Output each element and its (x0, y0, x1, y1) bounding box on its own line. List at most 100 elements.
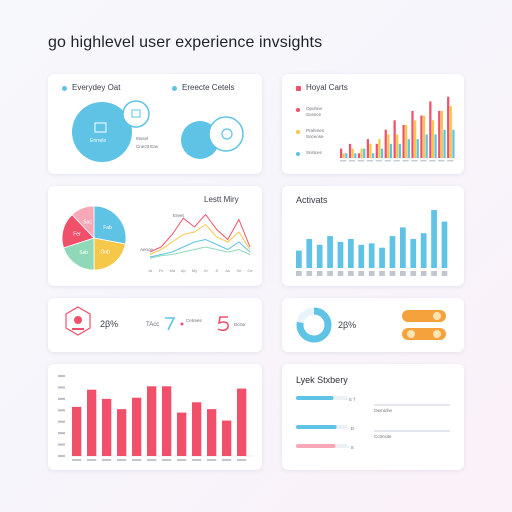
red-tick-1 (87, 459, 97, 461)
activity-tick-4 (337, 271, 344, 276)
y-tick-2 (58, 432, 65, 435)
bubble-big-label: Enrrele (90, 138, 107, 144)
pie-slice-fab (93, 205, 127, 245)
toggle-top[interactable] (402, 310, 446, 322)
line-peak-label: Ereet (173, 213, 184, 218)
pie-label-sab: Sab (79, 250, 88, 256)
bar-opuhne-9 (420, 115, 423, 158)
activity-tick-11 (410, 271, 417, 276)
bar-prahmes-8 (414, 120, 417, 158)
legend-sub-1: Sosnce (306, 112, 322, 117)
bar-prahmes-3 (369, 143, 372, 158)
pie-slice-onb (93, 237, 126, 271)
right-divider-2 (374, 430, 450, 432)
red-bar-1 (87, 389, 97, 456)
legend-dot-blue (62, 86, 67, 91)
bubble-medium (122, 100, 150, 128)
x-tick-fe: Fe (159, 268, 164, 273)
legend-dot-blue-2 (172, 86, 177, 91)
bar-opuhne-2 (357, 153, 361, 158)
bar-snitices-2 (363, 148, 366, 158)
bar-opuhne-4 (375, 143, 378, 158)
line-series-yellow (149, 223, 251, 255)
title-dot-red (296, 86, 301, 91)
x-tick-label-1 (348, 160, 356, 162)
x-tick-label-0 (340, 160, 347, 162)
x-tick-ap: Ap (181, 268, 187, 273)
activity-tick-3 (327, 271, 333, 276)
bar-prahmes-5 (387, 134, 390, 158)
y-tick-7 (58, 375, 65, 377)
red-bar-5 (147, 386, 157, 456)
toggle-knob-icon (433, 312, 441, 320)
red-bar-8 (192, 402, 202, 456)
pie-label-onb: Onb (100, 250, 110, 256)
red-bar-card (48, 364, 262, 470)
bar-snitices-7 (407, 139, 410, 158)
bar-opuhne-6 (393, 120, 396, 158)
right-row-label-2: Cctmsite (374, 434, 392, 439)
activity-bar-1 (306, 239, 313, 268)
activity-tick-8 (379, 271, 385, 276)
bar-prahmes-11 (440, 110, 444, 158)
red-bar-9 (207, 409, 217, 456)
activity-bar-12 (420, 233, 427, 268)
activity-bar-4 (337, 241, 344, 268)
x-tick-jn: Jn (203, 268, 207, 273)
activity-tick-12 (420, 271, 427, 276)
bar-opuhne-11 (438, 110, 441, 158)
progress-row-label-3: · S (348, 445, 354, 450)
bar-opuhne-7 (402, 125, 405, 158)
activity-tick-7 (368, 271, 375, 276)
pie-line-card: Fab Onb Sab Fer Sac Lestt Miry Ereet Aenoe J… (48, 186, 262, 286)
bar-snitices-11 (443, 129, 446, 158)
stat-text-b: TAcc (146, 322, 160, 328)
x-tick-my: My (192, 268, 197, 273)
line-series-blue (149, 238, 251, 258)
bar-snitices-5 (389, 143, 393, 158)
bar-snitices-1 (354, 153, 357, 158)
activity-bar-6 (358, 244, 365, 268)
stat-text-d: Dcitor (234, 322, 246, 327)
activity-bar-9 (389, 236, 396, 268)
legend-sub-2: Soceose (306, 134, 324, 139)
x-tick-label-10 (429, 160, 436, 162)
red-tick-10 (222, 459, 232, 461)
progress-fill-1 (296, 425, 337, 429)
x-tick-label-12 (447, 160, 454, 162)
bar-opuhne-8 (411, 110, 414, 158)
activity-tick-13 (431, 271, 437, 276)
pie-label-sac: Sac (83, 220, 92, 226)
x-tick-jl: Jl (215, 268, 218, 273)
x-tick-label-8 (411, 160, 418, 162)
right-row-label-1: Oemiche (374, 408, 393, 413)
x-tick-label-11 (438, 160, 445, 162)
progress-fill-2 (296, 444, 336, 448)
bar-prahmes-4 (378, 139, 381, 158)
red-tick-9 (207, 459, 217, 461)
bubble-side-text-2: Cnectt Eas (136, 144, 159, 149)
bar-snitices-0 (345, 153, 348, 158)
red-tick-3 (117, 459, 127, 461)
x-tick-label-3 (366, 160, 374, 162)
stats-card: 2β% TAcc Cetrees Dcitor (48, 298, 262, 352)
toggle-bottom[interactable] (402, 328, 446, 340)
bar-opuhne-10 (429, 101, 432, 158)
activity-tick-1 (306, 271, 313, 276)
toggle-knob-left-icon (407, 330, 415, 338)
line-series-green (149, 246, 251, 259)
activity-card: Activats (282, 186, 464, 286)
progress-card: Lyek Stxbery · S † · D · S Oemiche Cctms… (282, 364, 464, 470)
activity-bar-13 (431, 210, 437, 268)
pie-label-fer: Fer (73, 232, 81, 238)
bubble-icon-ring (221, 128, 233, 140)
progress-fill-0 (296, 396, 334, 400)
activity-bar-14 (441, 221, 448, 268)
red-bar-chart (58, 375, 254, 461)
hexagon-icon (65, 306, 91, 336)
x-tick-label-6 (393, 160, 400, 162)
stat-text-c: Cetrees (186, 318, 202, 323)
red-tick-7 (177, 459, 187, 461)
red-bar-3 (117, 409, 127, 456)
